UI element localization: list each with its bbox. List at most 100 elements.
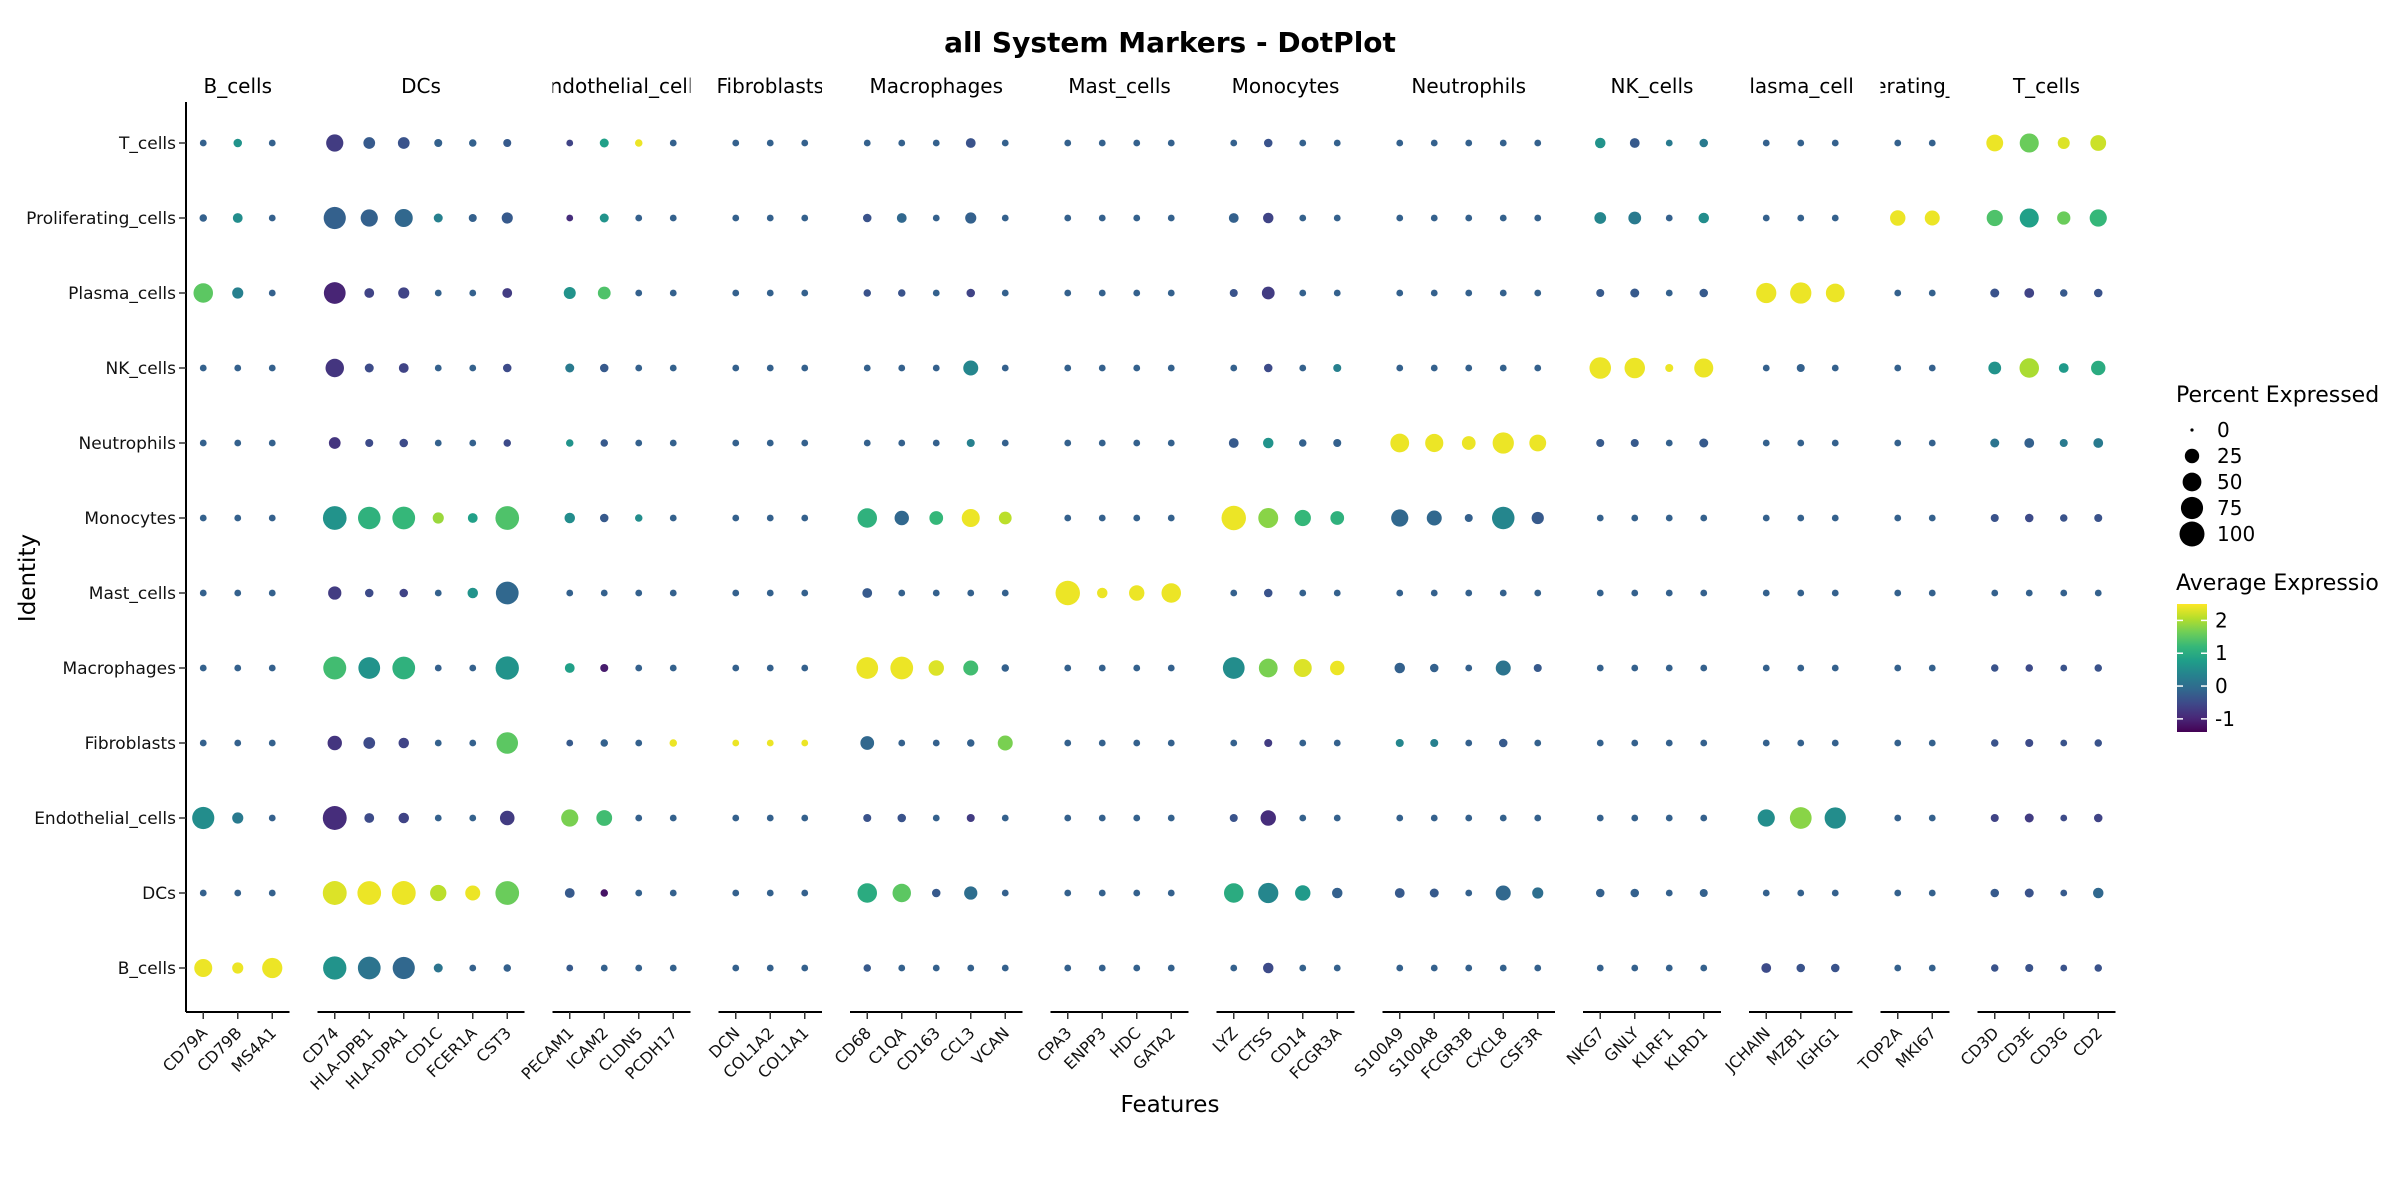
dot-B_cells-HLA-DPA1	[392, 956, 415, 980]
dot-DCs-S100A8	[1429, 888, 1439, 898]
dot-Neutrophils-IGHG1	[1831, 439, 1839, 447]
dot-NK_cells-CPA3	[1064, 364, 1072, 372]
dot-Mast_cells-CD163	[932, 589, 940, 597]
dot-Endothelial_cells-CST3	[499, 810, 515, 826]
dot-Neutrophils-CD68	[863, 439, 871, 447]
dot-Endothelial_cells-FCGR3A	[1333, 814, 1341, 822]
dot-Plasma_cells-FCER1A	[469, 289, 477, 297]
dot-Macrophages-CD79B	[234, 664, 242, 672]
dot-Proliferating_cells-MZB1	[1797, 214, 1805, 222]
dot-T_cells-CPA3	[1064, 139, 1072, 147]
dot-T_cells-COL1A1	[801, 139, 809, 147]
dot-Fibroblasts-FCGR3A	[1333, 739, 1341, 747]
dot-Monocytes-DCN	[732, 514, 740, 522]
dot-Proliferating_cells-DCN	[732, 214, 740, 222]
dot-NK_cells-CLDN5	[635, 364, 643, 372]
dot-Mast_cells-S100A8	[1430, 589, 1438, 597]
dot-Macrophages-CTSS	[1258, 658, 1278, 678]
dot-Mast_cells-CD68	[862, 588, 873, 598]
dot-DCs-PCDH17	[669, 889, 677, 897]
dot-T_cells-CXCL8	[1499, 139, 1507, 147]
size-legend-label: 25	[2217, 444, 2242, 468]
dot-Monocytes-CLDN5	[635, 514, 643, 522]
dot-Monocytes-CCL3	[961, 508, 980, 528]
dot-Plasma_cells-JCHAIN	[1756, 282, 1777, 304]
dot-Monocytes-CD79B	[234, 514, 242, 522]
dot-Endothelial_cells-C1QA	[897, 813, 907, 823]
dot-NK_cells-CD3D	[1988, 361, 2002, 375]
dot-Macrophages-CD3G	[2060, 664, 2068, 672]
dot-B_cells-COL1A2	[766, 964, 774, 972]
dot-Mast_cells-CD74	[328, 586, 342, 600]
dot-Fibroblasts-CD68	[860, 736, 875, 750]
dot-Neutrophils-DCN	[732, 439, 740, 447]
dot-T_cells-C1QA	[898, 139, 906, 147]
dot-Mast_cells-CD3D	[1991, 589, 1999, 597]
dot-Mast_cells-CPA3	[1055, 580, 1080, 606]
dot-Neutrophils-FCGR3B	[1461, 436, 1476, 450]
dot-DCs-CD163	[931, 888, 941, 898]
dot-B_cells-KLRF1	[1665, 964, 1673, 972]
dot-Fibroblasts-CPA3	[1064, 739, 1072, 747]
dot-Neutrophils-S100A8	[1425, 433, 1444, 453]
x-tick-label: CD3G	[2026, 1023, 2072, 1069]
dot-B_cells-COL1A1	[801, 964, 809, 972]
dot-DCs-CLDN5	[635, 889, 643, 897]
dot-Macrophages-CD68	[856, 657, 879, 679]
dot-Monocytes-S100A8	[1426, 510, 1442, 526]
x-tick-label: CD2	[2069, 1023, 2106, 1060]
dot-NK_cells-JCHAIN	[1762, 364, 1770, 372]
dot-Mast_cells-GATA2	[1161, 583, 1182, 603]
dot-DCs-ICAM2	[600, 889, 608, 897]
dot-NK_cells-PECAM1	[565, 363, 575, 373]
dot-Mast_cells-NKG7	[1596, 589, 1604, 597]
dot-Monocytes-MS4A1	[268, 514, 276, 522]
facet-strip-label: erating_	[1874, 74, 1957, 98]
dot-B_cells-FCGR3B	[1465, 964, 1473, 972]
dot-NK_cells-KLRD1	[1694, 358, 1714, 378]
dot-Monocytes-KLRD1	[1700, 514, 1708, 522]
dot-Plasma_cells-CLDN5	[635, 289, 643, 297]
dot-Plasma_cells-CTSS	[1261, 286, 1275, 300]
dot-B_cells-MZB1	[1796, 963, 1806, 973]
dot-Proliferating_cells-MS4A1	[268, 214, 276, 222]
dot-Macrophages-COL1A1	[801, 664, 809, 672]
dot-Proliferating_cells-MKI67	[1924, 210, 1940, 226]
dot-Fibroblasts-CD79A	[199, 739, 207, 747]
dot-DCs-PECAM1	[564, 888, 575, 898]
dot-Plasma_cells-VCAN	[1001, 289, 1009, 297]
dot-B_cells-CTSS	[1263, 962, 1274, 974]
dot-Fibroblasts-C1QA	[898, 739, 906, 747]
dot-Macrophages-FCGR3A	[1330, 660, 1345, 676]
dot-NK_cells-FCGR3A	[1333, 363, 1342, 373]
dot-B_cells-CD79A	[194, 958, 213, 978]
dot-Proliferating_cells-GNLY	[1628, 211, 1642, 225]
dot-Monocytes-ICAM2	[599, 513, 609, 523]
dot-Proliferating_cells-CD74	[323, 206, 346, 230]
dot-T_cells-KLRF1	[1665, 139, 1673, 147]
y-tick-label: Mast_cells	[89, 584, 176, 604]
dot-Fibroblasts-GNLY	[1631, 739, 1639, 747]
dot-Neutrophils-GNLY	[1630, 438, 1639, 448]
dot-Plasma_cells-S100A9	[1396, 289, 1404, 297]
dot-B_cells-C1QA	[898, 964, 906, 972]
dot-Monocytes-JCHAIN	[1762, 514, 1770, 522]
dot-Endothelial_cells-CCL3	[966, 813, 975, 823]
dot-Endothelial_cells-FCER1A	[469, 814, 477, 822]
dot-T_cells-FCGR3B	[1465, 139, 1473, 147]
dot-Neutrophils-HDC	[1133, 439, 1141, 447]
dot-T_cells-CD79B	[233, 138, 243, 148]
dot-Mast_cells-CD79A	[199, 589, 207, 597]
dot-Monocytes-HLA-DPB1	[357, 506, 381, 530]
dot-NK_cells-IGHG1	[1831, 364, 1839, 372]
dot-Monocytes-CD79A	[199, 514, 207, 522]
dot-Macrophages-MZB1	[1797, 664, 1805, 672]
dot-NK_cells-CD3E	[2019, 358, 2040, 378]
dot-Neutrophils-HLA-DPA1	[399, 438, 409, 448]
dot-Endothelial_cells-TOP2A	[1894, 814, 1902, 822]
dot-DCs-MKI67	[1928, 889, 1936, 897]
